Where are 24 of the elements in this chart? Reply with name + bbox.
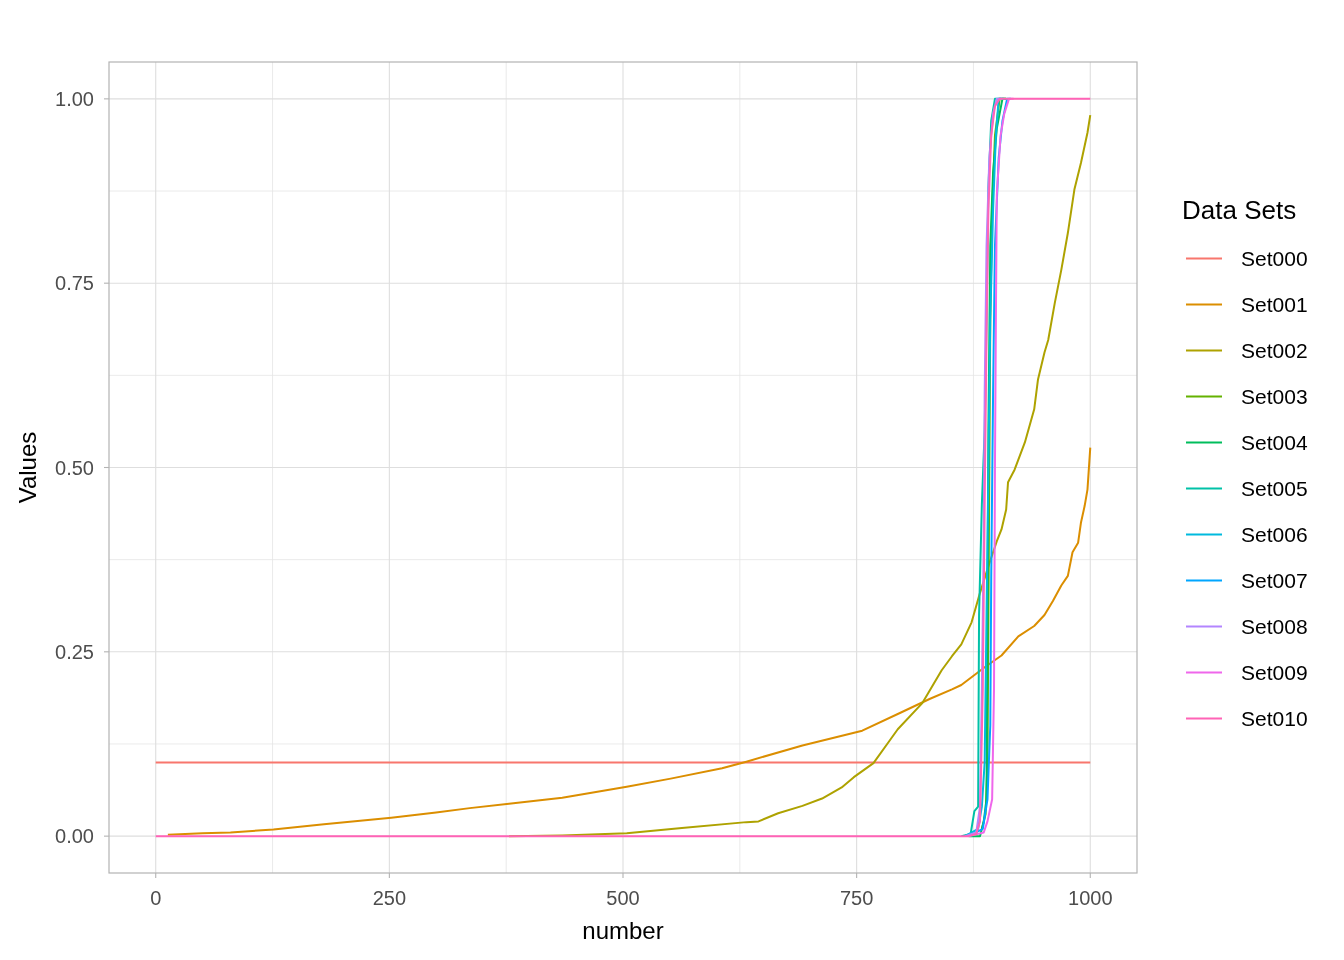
legend-label: Set007 <box>1241 568 1308 592</box>
legend-label: Set004 <box>1241 430 1308 454</box>
legend-label: Set002 <box>1241 338 1308 362</box>
x-tick-label: 0 <box>150 887 162 909</box>
legend-label: Set001 <box>1241 292 1308 316</box>
y-tick-label: 0.25 <box>55 640 94 663</box>
y-tick-label: 1.00 <box>55 87 94 110</box>
legend-title: Data Sets <box>1182 194 1297 225</box>
x-tick-label: 1000 <box>1068 887 1113 909</box>
legend-label: Set009 <box>1241 660 1308 684</box>
x-axis-title: number <box>582 917 664 945</box>
y-tick-label: 0.75 <box>55 272 94 295</box>
y-axis-title: Values <box>14 431 42 504</box>
legend-label: Set006 <box>1241 522 1308 546</box>
legend-label: Set003 <box>1241 384 1308 408</box>
legend-label: Set000 <box>1241 246 1308 270</box>
legend-label: Set008 <box>1241 614 1308 638</box>
legend-label: Set005 <box>1241 476 1308 500</box>
y-tick-label: 0.50 <box>55 456 94 479</box>
x-tick-label: 750 <box>839 887 874 909</box>
y-tick-label: 0.00 <box>55 825 94 848</box>
legend-label: Set010 <box>1241 706 1308 730</box>
x-tick-label: 250 <box>372 887 407 909</box>
x-tick-label: 500 <box>606 887 640 909</box>
